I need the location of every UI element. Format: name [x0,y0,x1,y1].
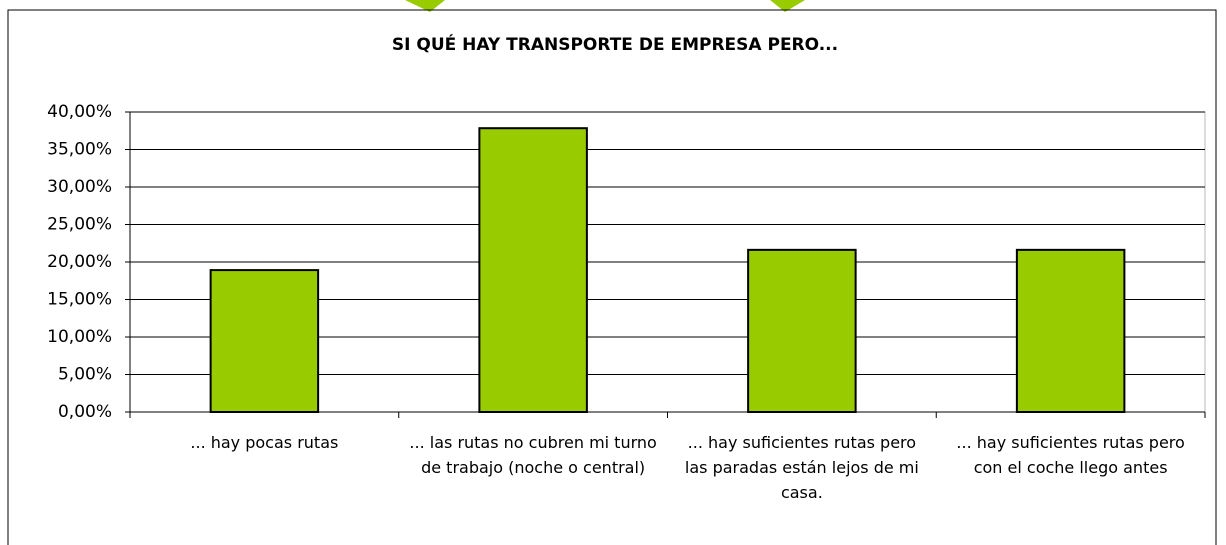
x-tick-label: ... las rutas no cubren mi turno de trab… [409,433,657,477]
y-tick-label: 40,00% [47,102,112,122]
bar [1015,248,1126,413]
y-tick-label: 5,00% [58,365,112,385]
decoration [405,0,445,12]
y-tick-label: 35,00% [47,140,112,160]
y-tick-label: 0,00% [58,402,112,422]
chart-title: SI QUÉ HAY TRANSPORTE DE EMPRESA PERO... [392,33,838,55]
y-tick-label: 15,00% [47,290,112,310]
decoration [770,0,805,12]
y-tick-label: 20,00% [47,252,112,272]
bar [747,248,857,413]
x-tick-label: ... hay suficientes rutas pero las parad… [684,433,919,502]
y-tick-label: 30,00% [47,177,112,197]
y-tick-label: 10,00% [47,327,112,347]
y-tick-label: 25,00% [47,215,112,235]
x-tick-label: ... hay pocas rutas [190,433,339,452]
bar [478,127,588,413]
x-tick-label: ... hay suficientes rutas pero con el co… [956,433,1185,477]
bar [209,269,320,413]
chart-frame [7,9,1217,545]
